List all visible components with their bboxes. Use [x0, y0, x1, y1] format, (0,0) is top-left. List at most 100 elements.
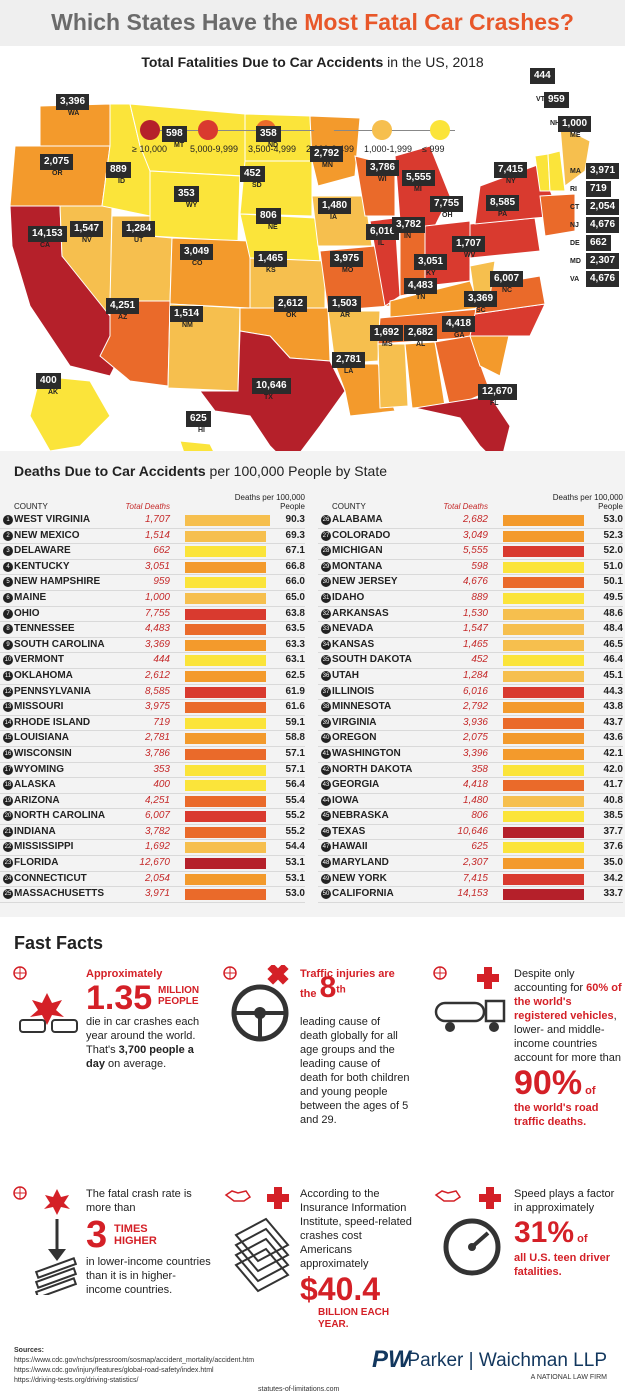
- source-link[interactable]: https://driving-tests.org/driving-statis…: [14, 1377, 139, 1384]
- total-deaths: 3,936: [462, 716, 488, 728]
- rate-bar: [185, 530, 266, 542]
- state-name: OKLAHOMA: [14, 669, 73, 681]
- rank-badge: 27: [321, 530, 331, 541]
- legend-swatch: [198, 120, 218, 140]
- map-value-label: 8,585: [486, 195, 520, 211]
- state-name: MAINE: [14, 591, 47, 603]
- state-name: LOUISIANA: [14, 732, 69, 744]
- fact-1-big: 1.35: [86, 979, 153, 1017]
- rank-badge: 24: [3, 873, 13, 884]
- death-rate: 43.8: [603, 701, 623, 713]
- death-rate: 37.6: [603, 841, 623, 853]
- rank-badge: 11: [3, 670, 13, 681]
- total-deaths: 1,465: [462, 638, 488, 650]
- death-rate: 55.2: [285, 825, 305, 837]
- state-name: MASSACHUSETTS: [14, 888, 105, 900]
- source-link[interactable]: https://www.cdc.gov/injury/features/glob…: [14, 1367, 214, 1374]
- state-name: NORTH CAROLINA: [14, 810, 106, 822]
- map-value-label: 6,016: [366, 224, 400, 240]
- rank-badge: 39: [321, 717, 331, 728]
- state-name: CALIFORNIA: [332, 888, 394, 900]
- fact-4-intro: The fatal crash rate is more than: [86, 1188, 192, 1214]
- map-state-abbr: PA: [498, 211, 508, 218]
- rate-bar: [185, 561, 266, 573]
- map-value-label: 806: [256, 208, 281, 224]
- fact-5-intro: According to the Insurance Information I…: [300, 1188, 412, 1270]
- table-row: 28 MICHIGAN 5,555 52.0: [318, 544, 623, 560]
- rank-badge: 18: [3, 780, 13, 791]
- rate-bar: [185, 515, 270, 526]
- table-row: 38 MINNESOTA 2,792 43.8: [318, 700, 623, 716]
- state-name: MONTANA: [332, 560, 383, 572]
- state-name: MISSISSIPPI: [14, 841, 74, 853]
- map-title: Total Fatalities Due to Car Accidents in…: [0, 46, 625, 70]
- total-deaths: 6,007: [144, 810, 170, 822]
- table-section: Deaths Due to Car Accidents per 100,000 …: [0, 451, 625, 917]
- rank-badge: 48: [321, 858, 331, 869]
- page-title: Which States Have the Most Fatal Car Cra…: [0, 0, 625, 46]
- source-link[interactable]: https://www.cdc.gov/nchs/pressroom/sosma…: [14, 1357, 255, 1364]
- map-state-abbr: KY: [426, 270, 436, 277]
- total-deaths: 2,781: [144, 732, 170, 744]
- map-value-label: 662: [586, 235, 611, 251]
- death-rate: 62.5: [285, 669, 305, 681]
- state-name: ALASKA: [14, 779, 56, 791]
- table-row: 29 MONTANA 598 51.0: [318, 560, 623, 576]
- map-state-abbr: HI: [198, 427, 205, 434]
- map-state-abbr: CA: [40, 242, 51, 249]
- table-row: 48 MARYLAND 2,307 35.0: [318, 856, 623, 872]
- map-value-label: 1,480: [318, 198, 352, 214]
- legend-line: [150, 130, 455, 131]
- map-value-label: 1,692: [370, 325, 404, 341]
- table-row: 27 COLORADO 3,049 52.3: [318, 529, 623, 545]
- fact-4-big: 3: [86, 1214, 108, 1256]
- crash-stack-icon: [13, 1186, 78, 1295]
- header-county: COUNTY: [332, 502, 366, 511]
- map-value-label: 1,465: [254, 251, 288, 267]
- total-deaths: 2,682: [462, 514, 488, 525]
- map-value-label: 3,782: [392, 217, 426, 233]
- rate-bar: [503, 842, 584, 854]
- rate-bar: [503, 826, 584, 838]
- map-value-label: 6,007: [490, 271, 524, 287]
- rate-bar: [503, 577, 584, 589]
- state-name: KANSAS: [332, 638, 375, 650]
- table-row: 42 NORTH DAKOTA 358 42.0: [318, 763, 623, 779]
- table-row: 17 WYOMING 353 57.1: [0, 763, 305, 779]
- total-deaths: 3,782: [144, 825, 170, 837]
- rank-badge: 41: [321, 748, 331, 759]
- table-title-bold: Deaths Due to Car Accidents: [14, 463, 206, 479]
- fact-4: The fatal crash rate is more than 3 TIME…: [86, 1187, 211, 1297]
- map-value-label: 4,676: [586, 217, 620, 233]
- table-row: 37 ILLINOIS 6,016 44.3: [318, 685, 623, 701]
- table-row: 41 WASHINGTON 3,396 42.1: [318, 747, 623, 763]
- rate-bar: [503, 702, 584, 714]
- table-row: 30 NEW JERSEY 4,676 50.1: [318, 575, 623, 591]
- map-value-label: 2,792: [310, 146, 344, 162]
- map-state-abbr: SC: [476, 307, 486, 314]
- state-name: GEORGIA: [332, 779, 380, 791]
- map-state-abbr: MI: [414, 186, 422, 193]
- state-name: SOUTH DAKOTA: [332, 654, 412, 666]
- map-state-abbr: CO: [192, 260, 203, 267]
- total-deaths: 3,051: [144, 560, 170, 572]
- death-rate: 42.1: [603, 747, 623, 759]
- rank-badge: 23: [3, 858, 13, 869]
- rank-badge: 15: [3, 733, 13, 744]
- map-state-abbr: TX: [264, 394, 273, 401]
- death-rate: 33.7: [603, 888, 623, 900]
- death-rate: 59.1: [285, 716, 305, 728]
- table-row: 6 MAINE 1,000 65.0: [0, 591, 305, 607]
- map-value-label: 598: [162, 126, 187, 142]
- total-deaths: 2,792: [462, 701, 488, 713]
- total-deaths: 598: [471, 560, 488, 572]
- total-deaths: 358: [471, 763, 488, 775]
- state-name: FLORIDA: [14, 857, 59, 869]
- rate-bar: [185, 764, 266, 776]
- rate-bar: [503, 592, 584, 604]
- death-rate: 44.3: [603, 685, 623, 697]
- map-state-abbr: WI: [378, 176, 387, 183]
- firm-url[interactable]: statutes-of-limitations.com: [258, 1386, 340, 1393]
- map-value-label: 358: [256, 126, 281, 142]
- rank-badge: 16: [3, 748, 13, 759]
